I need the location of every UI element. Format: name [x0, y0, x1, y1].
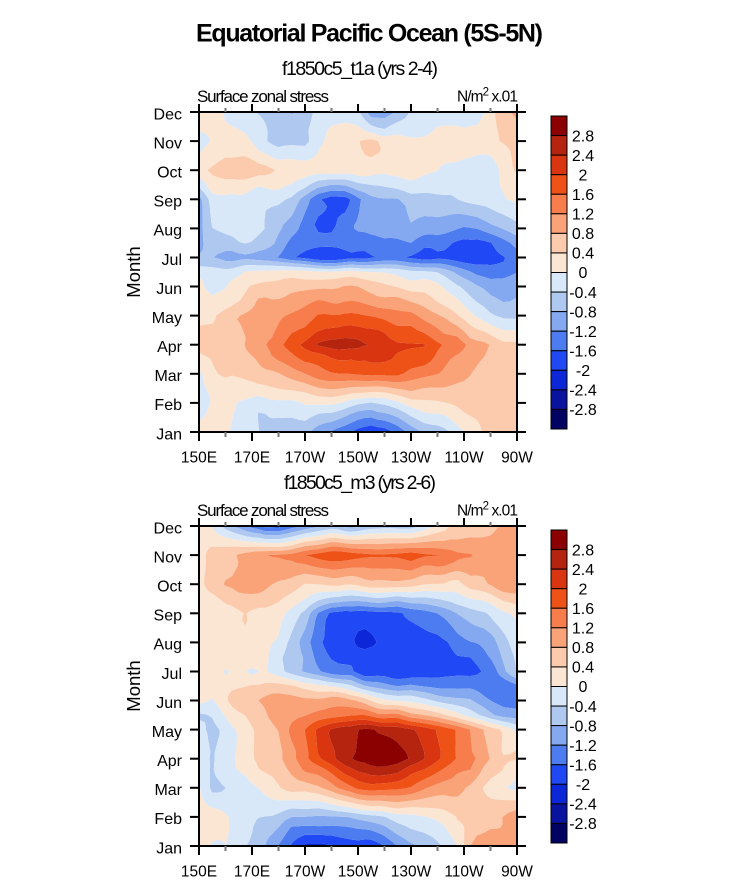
svg-text:0.8: 0.8	[572, 640, 594, 657]
svg-text:0: 0	[579, 679, 588, 696]
svg-text:110W: 110W	[444, 450, 484, 467]
svg-text:0: 0	[579, 265, 588, 282]
svg-text:-2.4: -2.4	[569, 383, 597, 400]
svg-text:-0.4: -0.4	[569, 285, 597, 302]
svg-text:-2.8: -2.8	[569, 816, 597, 833]
svg-text:Apr: Apr	[157, 753, 183, 770]
svg-text:Month: Month	[123, 246, 144, 297]
svg-text:Feb: Feb	[154, 811, 182, 828]
svg-text:-0.8: -0.8	[569, 718, 597, 735]
svg-text:f1850c5_t1a (yrs 2-4): f1850c5_t1a (yrs 2-4)	[282, 58, 438, 80]
svg-text:Oct: Oct	[157, 579, 182, 596]
svg-text:2.8: 2.8	[572, 542, 594, 559]
svg-text:Dec: Dec	[154, 106, 182, 123]
svg-text:Jun: Jun	[156, 281, 182, 298]
svg-text:2: 2	[579, 167, 588, 184]
svg-text:Equatorial Pacific Ocean (5S-5: Equatorial Pacific Ocean (5S-5N)	[196, 20, 543, 48]
svg-text:-2: -2	[576, 363, 590, 380]
svg-text:90W: 90W	[501, 450, 533, 467]
svg-text:0.8: 0.8	[572, 226, 594, 243]
svg-text:-2.4: -2.4	[569, 797, 597, 814]
svg-text:130W: 130W	[391, 864, 432, 881]
svg-text:Jun: Jun	[156, 695, 182, 712]
svg-text:-2: -2	[576, 777, 590, 794]
svg-text:Surface zonal stress: Surface zonal stress	[197, 87, 329, 106]
svg-text:-1.6: -1.6	[569, 758, 597, 775]
svg-text:May: May	[152, 724, 182, 741]
svg-text:Jul: Jul	[162, 252, 182, 269]
svg-text:150W: 150W	[338, 450, 379, 467]
svg-text:2.4: 2.4	[572, 562, 594, 579]
svg-text:Nov: Nov	[154, 549, 182, 566]
svg-text:Surface zonal stress: Surface zonal stress	[197, 501, 329, 520]
svg-text:1.2: 1.2	[572, 207, 594, 224]
svg-text:2: 2	[579, 581, 588, 598]
svg-text:Feb: Feb	[154, 397, 182, 414]
svg-text:130W: 130W	[391, 450, 432, 467]
svg-text:N/m2 x.01: N/m2 x.01	[457, 501, 518, 520]
svg-text:1.2: 1.2	[572, 621, 594, 638]
svg-text:170E: 170E	[234, 864, 270, 881]
svg-text:May: May	[152, 310, 182, 327]
svg-text:f1850c5_m3 (yrs 2-6): f1850c5_m3 (yrs 2-6)	[284, 472, 436, 494]
svg-text:-1.2: -1.2	[569, 738, 597, 755]
svg-text:Month: Month	[123, 660, 144, 711]
svg-text:Mar: Mar	[154, 368, 182, 385]
svg-text:0.4: 0.4	[572, 246, 594, 263]
svg-text:Oct: Oct	[157, 165, 182, 182]
svg-text:Sep: Sep	[154, 608, 183, 625]
svg-text:1.6: 1.6	[572, 187, 594, 204]
svg-text:170W: 170W	[285, 864, 326, 881]
svg-text:N/m2 x.01: N/m2 x.01	[457, 87, 518, 106]
svg-text:-1.2: -1.2	[569, 324, 597, 341]
svg-text:150W: 150W	[338, 864, 379, 881]
svg-text:2.8: 2.8	[572, 128, 594, 145]
svg-text:-0.4: -0.4	[569, 699, 597, 716]
svg-text:Jan: Jan	[156, 426, 182, 443]
svg-text:-1.6: -1.6	[569, 343, 597, 360]
svg-text:170W: 170W	[285, 450, 326, 467]
svg-text:-2.8: -2.8	[569, 402, 597, 419]
svg-text:150E: 150E	[181, 450, 217, 467]
svg-text:90W: 90W	[501, 864, 533, 881]
svg-text:Apr: Apr	[157, 339, 183, 356]
svg-text:Jul: Jul	[162, 666, 182, 683]
svg-text:170E: 170E	[234, 450, 270, 467]
svg-text:Mar: Mar	[154, 782, 182, 799]
svg-text:2.4: 2.4	[572, 148, 594, 165]
svg-text:0.4: 0.4	[572, 660, 594, 677]
svg-text:-0.8: -0.8	[569, 304, 597, 321]
svg-text:1.6: 1.6	[572, 601, 594, 618]
svg-text:110W: 110W	[444, 864, 484, 881]
svg-text:Aug: Aug	[154, 223, 182, 240]
svg-text:150E: 150E	[181, 864, 217, 881]
svg-text:Dec: Dec	[154, 520, 182, 537]
svg-text:Jan: Jan	[156, 840, 182, 857]
svg-text:Nov: Nov	[154, 135, 182, 152]
svg-text:Sep: Sep	[154, 194, 183, 211]
svg-text:Aug: Aug	[154, 637, 182, 654]
